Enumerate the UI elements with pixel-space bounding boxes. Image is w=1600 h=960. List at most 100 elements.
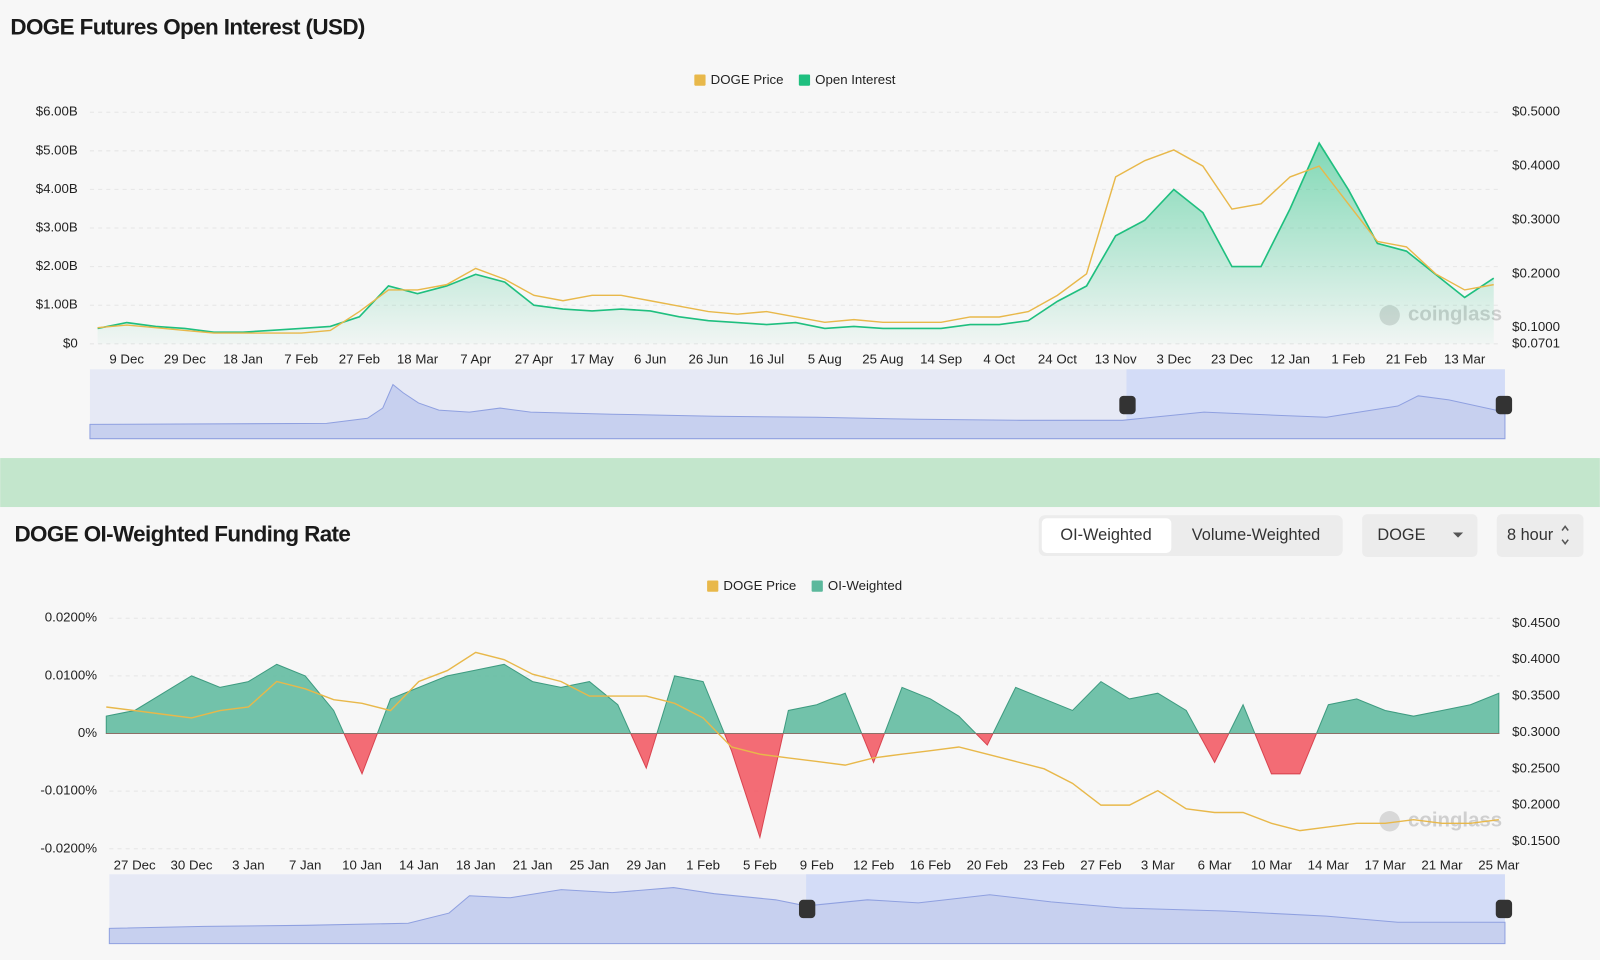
x-tick-label: 18 Mar bbox=[397, 352, 439, 367]
x-tick-label: 17 May bbox=[570, 352, 614, 367]
x-tick-label: 3 Dec bbox=[1156, 352, 1191, 367]
legend-label: Open Interest bbox=[815, 72, 896, 87]
y2-tick-label: $0.3000 bbox=[1512, 211, 1560, 226]
negative-area bbox=[105, 733, 1500, 840]
x-tick-label: 9 Dec bbox=[109, 352, 144, 367]
x-tick-label: 25 Aug bbox=[862, 352, 903, 367]
x-tick-label: 1 Feb bbox=[1331, 352, 1365, 367]
x-tick-label: 6 Mar bbox=[1198, 858, 1232, 873]
legend: DOGE Price Open Interest bbox=[694, 72, 896, 87]
x-tick-label: 27 Feb bbox=[339, 352, 380, 367]
y2-tick-label: $0.4000 bbox=[1512, 158, 1560, 173]
legend: DOGE Price OI-Weighted bbox=[707, 578, 902, 593]
navigator[interactable] bbox=[89, 369, 1513, 440]
line bbox=[97, 141, 1495, 333]
x-tick-label: 3 Jan bbox=[232, 858, 264, 873]
x-tick-label: 6 Jun bbox=[634, 352, 666, 367]
watermark: coinglass bbox=[1408, 810, 1502, 832]
x-tick-label: 25 Jan bbox=[570, 858, 610, 873]
x-tick-label: 7 Feb bbox=[284, 352, 318, 367]
x-tick-label: 16 Feb bbox=[910, 858, 951, 873]
legend-label: DOGE Price bbox=[723, 578, 796, 593]
separator-band bbox=[0, 458, 1600, 508]
tab-group: OI-Weighted Volume-Weighted bbox=[1038, 515, 1343, 557]
y-tick-label: 0.0100% bbox=[45, 667, 98, 682]
x-tick-label: 3 Mar bbox=[1141, 858, 1175, 873]
y2-tick-label: $0.2000 bbox=[1512, 265, 1560, 280]
x-tick-label: 27 Dec bbox=[114, 858, 156, 873]
y2-tick-label: $0.1500 bbox=[1512, 833, 1560, 848]
x-tick-label: 10 Mar bbox=[1251, 858, 1293, 873]
y2-tick-label: $0.2000 bbox=[1512, 797, 1560, 812]
interval-select[interactable]: 8 hour bbox=[1496, 514, 1584, 558]
y2-tick-label: $0.5000 bbox=[1512, 104, 1560, 119]
x-tick-label: 21 Jan bbox=[513, 858, 553, 873]
y-tick-label: -0.0100% bbox=[40, 783, 97, 798]
y2-tick-label: $0.0701 bbox=[1512, 335, 1560, 350]
x-tick-label: 25 Mar bbox=[1478, 858, 1520, 873]
y2-tick-label: $0.3000 bbox=[1512, 724, 1560, 739]
y-tick-label: $6.00B bbox=[36, 104, 78, 119]
line bbox=[97, 149, 1494, 334]
y-tick-label: 0.0200% bbox=[45, 610, 98, 625]
watermark-icon bbox=[1379, 811, 1400, 832]
x-tick-label: 29 Jan bbox=[626, 858, 666, 873]
positive-area bbox=[105, 663, 1500, 734]
x-tick-label: 24 Oct bbox=[1038, 352, 1077, 367]
x-tick-label: 9 Feb bbox=[800, 858, 834, 873]
x-tick-label: 14 Jan bbox=[399, 858, 439, 873]
chart-title: DOGE Futures Open Interest (USD) bbox=[10, 14, 365, 39]
x-tick-label: 13 Mar bbox=[1444, 352, 1486, 367]
y-tick-label: $5.00B bbox=[36, 142, 78, 157]
x-tick-label: 7 Apr bbox=[460, 352, 492, 367]
line bbox=[106, 651, 1499, 832]
x-tick-label: 26 Jun bbox=[689, 352, 729, 367]
x-tick-label: 1 Feb bbox=[686, 858, 720, 873]
legend-swatch bbox=[811, 580, 823, 592]
legend-label: DOGE Price bbox=[711, 72, 784, 87]
y-tick-label: $1.00B bbox=[36, 297, 78, 312]
x-tick-label: 21 Mar bbox=[1421, 858, 1463, 873]
x-tick-label: 18 Jan bbox=[223, 352, 263, 367]
legend-swatch bbox=[707, 580, 719, 592]
tab-active[interactable] bbox=[1041, 518, 1172, 553]
tab[interactable]: OI-Weighted bbox=[1060, 526, 1151, 544]
x-tick-label: 18 Jan bbox=[456, 858, 496, 873]
x-tick-label: 27 Apr bbox=[515, 352, 554, 367]
x-tick-label: 12 Jan bbox=[1270, 352, 1310, 367]
symbol-select[interactable]: DOGE bbox=[1362, 514, 1478, 558]
x-tick-label: 20 Feb bbox=[967, 858, 1008, 873]
y2-tick-label: $0.3500 bbox=[1512, 688, 1560, 703]
legend-swatch bbox=[694, 74, 706, 86]
chart-title: DOGE OI-Weighted Funding Rate bbox=[14, 522, 350, 547]
y2-tick-label: $0.2500 bbox=[1512, 760, 1560, 775]
x-tick-label: 13 Nov bbox=[1095, 352, 1137, 367]
tab[interactable]: Volume-Weighted bbox=[1192, 526, 1320, 544]
x-tick-label: 16 Jul bbox=[749, 352, 784, 367]
symbol[interactable]: DOGE bbox=[1377, 526, 1425, 544]
x-tick-label: 27 Feb bbox=[1080, 858, 1121, 873]
x-tick-label: 23 Dec bbox=[1211, 352, 1253, 367]
interval[interactable]: 8 hour bbox=[1507, 526, 1554, 544]
y2-tick-label: $0.4000 bbox=[1512, 651, 1560, 666]
x-tick-label: 4 Oct bbox=[983, 352, 1015, 367]
x-tick-label: 21 Feb bbox=[1386, 352, 1427, 367]
x-tick-label: 14 Mar bbox=[1308, 858, 1350, 873]
x-tick-label: 30 Dec bbox=[171, 858, 213, 873]
x-tick-label: 12 Feb bbox=[853, 858, 894, 873]
x-tick-label: 5 Aug bbox=[808, 352, 842, 367]
x-tick-label: 23 Feb bbox=[1023, 858, 1064, 873]
x-tick-label: 17 Mar bbox=[1365, 858, 1407, 873]
x-tick-label: 10 Jan bbox=[342, 858, 382, 873]
y-tick-label: $4.00B bbox=[36, 181, 78, 196]
y-tick-label: $2.00B bbox=[36, 258, 78, 273]
y2-tick-label: $0.4500 bbox=[1512, 615, 1560, 630]
legend-label: OI-Weighted bbox=[828, 578, 902, 593]
y-tick-label: -0.0200% bbox=[40, 840, 97, 855]
y-tick-label: 0% bbox=[78, 725, 97, 740]
legend-swatch bbox=[798, 74, 811, 86]
y-tick-label: $3.00B bbox=[36, 220, 78, 235]
y2-tick-label: $0.1000 bbox=[1512, 319, 1560, 334]
navigator[interactable] bbox=[108, 874, 1513, 945]
